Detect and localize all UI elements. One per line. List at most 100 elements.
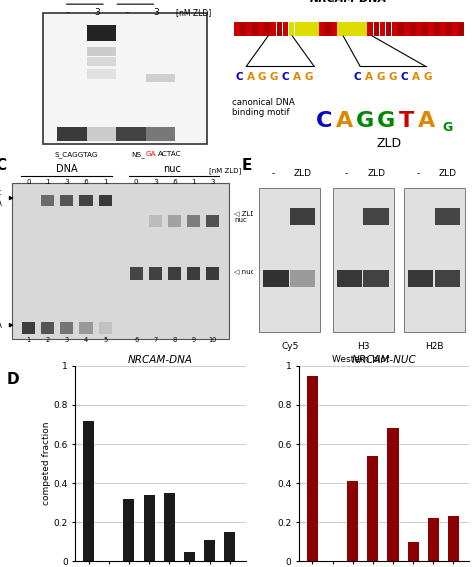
Bar xyxy=(252,22,258,36)
Bar xyxy=(87,46,117,56)
Text: 5: 5 xyxy=(103,337,107,342)
Text: 8: 8 xyxy=(173,337,177,342)
Bar xyxy=(448,517,459,561)
Bar xyxy=(347,481,358,561)
Bar xyxy=(440,22,446,36)
Bar xyxy=(60,322,73,333)
Text: 3: 3 xyxy=(154,8,159,17)
Bar xyxy=(80,194,92,206)
Text: .1: .1 xyxy=(45,179,51,185)
Bar xyxy=(117,127,146,141)
Text: H2B: H2B xyxy=(425,342,444,351)
Bar xyxy=(428,22,434,36)
Bar xyxy=(386,22,392,36)
Text: canonical DNA
binding motif: canonical DNA binding motif xyxy=(232,98,294,117)
Bar xyxy=(416,22,422,36)
Bar xyxy=(99,322,112,333)
Text: G: G xyxy=(423,72,432,82)
Title: NRCAM-NUC: NRCAM-NUC xyxy=(352,355,417,365)
Bar xyxy=(99,194,112,206)
Text: C: C xyxy=(282,72,289,82)
Bar xyxy=(123,499,135,561)
Bar xyxy=(80,322,92,333)
Text: G: G xyxy=(270,72,278,82)
Text: A: A xyxy=(0,0,8,1)
Text: s: s xyxy=(82,0,87,1)
Bar xyxy=(144,495,155,561)
Bar xyxy=(446,22,452,36)
Bar xyxy=(60,194,73,206)
Bar xyxy=(263,270,289,287)
Text: Western blot: Western blot xyxy=(332,356,390,364)
Text: ACTAC: ACTAC xyxy=(157,151,181,158)
Bar xyxy=(343,22,349,36)
Bar xyxy=(428,518,439,561)
Bar xyxy=(333,188,393,332)
Text: [nM ZLD]: [nM ZLD] xyxy=(209,167,241,174)
Text: [nM ZLD]: [nM ZLD] xyxy=(176,8,211,17)
Text: G: G xyxy=(442,121,453,134)
Bar xyxy=(289,22,294,36)
Bar xyxy=(367,22,373,36)
Text: .3: .3 xyxy=(64,179,70,185)
Text: -: - xyxy=(125,8,128,17)
Bar xyxy=(319,22,325,36)
Text: ◁ ZLD:
nuc: ◁ ZLD: nuc xyxy=(234,210,258,223)
Bar xyxy=(410,22,416,36)
Text: -: - xyxy=(271,169,274,178)
Bar xyxy=(240,22,246,36)
Bar xyxy=(367,456,378,561)
Bar xyxy=(283,22,288,36)
Bar xyxy=(404,22,410,36)
Text: 0: 0 xyxy=(27,179,31,185)
Bar xyxy=(408,542,419,561)
Bar xyxy=(87,127,117,141)
Text: C: C xyxy=(235,72,243,82)
Text: C: C xyxy=(354,72,362,82)
Title: NRCAM-DNA: NRCAM-DNA xyxy=(128,355,193,365)
Text: GA: GA xyxy=(146,151,156,158)
Bar xyxy=(259,188,320,332)
Text: 3: 3 xyxy=(65,337,69,342)
Text: .6: .6 xyxy=(171,179,178,185)
Bar xyxy=(458,22,464,36)
Text: E: E xyxy=(242,158,253,173)
Text: A: A xyxy=(336,111,353,131)
Bar xyxy=(224,532,235,561)
Bar xyxy=(392,22,398,36)
Text: 7: 7 xyxy=(153,337,157,342)
Bar xyxy=(356,22,361,36)
Bar xyxy=(43,13,207,144)
Bar xyxy=(146,74,175,82)
Bar xyxy=(83,421,94,561)
Text: ZLD: ZLD xyxy=(294,169,312,178)
Bar xyxy=(331,22,337,36)
Text: NRCAM-DNA: NRCAM-DNA xyxy=(310,0,387,4)
Text: ns: ns xyxy=(130,0,141,1)
Bar xyxy=(87,69,117,78)
Bar xyxy=(187,266,200,280)
Bar xyxy=(349,22,355,36)
Bar xyxy=(206,266,219,280)
Text: 1: 1 xyxy=(191,179,196,185)
Text: C: C xyxy=(401,72,408,82)
Bar xyxy=(290,270,315,287)
Bar xyxy=(276,22,283,36)
Bar xyxy=(149,266,162,280)
Bar xyxy=(361,22,367,36)
Text: ZLD: ZLD xyxy=(439,169,457,178)
Bar xyxy=(146,127,175,141)
Bar xyxy=(87,26,117,41)
Bar xyxy=(435,270,460,287)
Text: .6: .6 xyxy=(82,179,90,185)
Text: G: G xyxy=(258,72,266,82)
Bar xyxy=(246,22,252,36)
Bar xyxy=(271,22,276,36)
Bar xyxy=(295,22,301,36)
Y-axis label: competed fraction: competed fraction xyxy=(42,422,51,505)
Text: ZLD: ZLD xyxy=(368,169,385,178)
Bar xyxy=(325,22,331,36)
Text: H3: H3 xyxy=(357,342,370,351)
Bar xyxy=(149,215,162,227)
Text: ZLD: ZLD xyxy=(377,137,402,150)
